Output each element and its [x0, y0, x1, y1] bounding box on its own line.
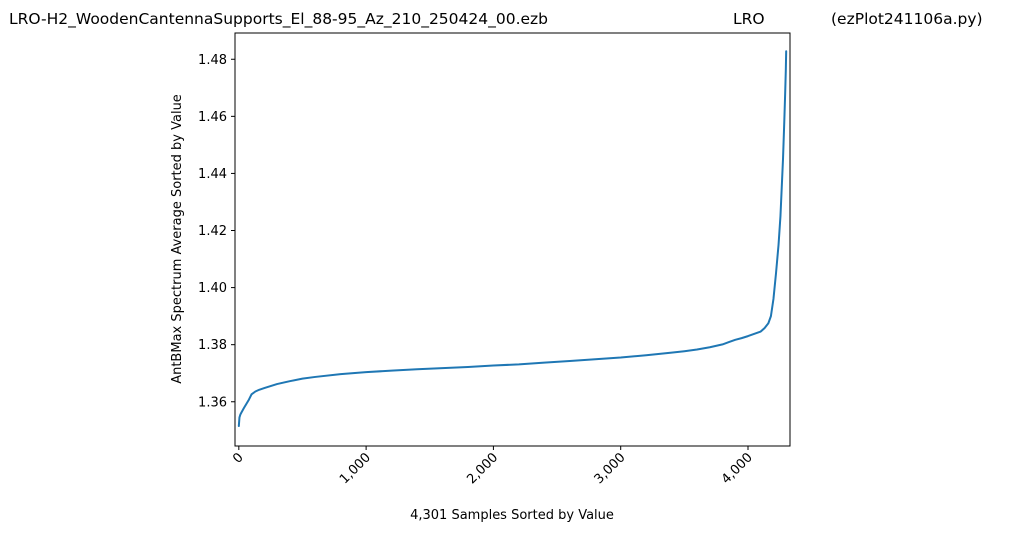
- chart-title-filename: LRO-H2_WoodenCantennaSupports_El_88-95_A…: [9, 10, 548, 29]
- chart-title-script: (ezPlot241106a.py): [831, 10, 983, 28]
- y-tick-label: 1.36: [198, 395, 227, 410]
- chart-title-observatory: LRO: [733, 10, 765, 28]
- y-tick-label: 1.48: [198, 53, 227, 68]
- series-line: [237, 50, 788, 428]
- y-tick-label: 1.46: [198, 110, 227, 125]
- y-axis-ticks: 1.36 1.38 1.40 1.42 1.44 1.46 1.48: [198, 53, 235, 410]
- y-tick-label: 1.44: [198, 167, 227, 182]
- plot-area-frame: [234, 32, 791, 447]
- y-axis-label: AntBMax Spectrum Average Sorted by Value: [170, 94, 185, 384]
- y-tick-label: 1.42: [198, 224, 227, 239]
- y-tick-label: 1.38: [198, 338, 227, 353]
- x-axis-label: 4,301 Samples Sorted by Value: [410, 508, 614, 523]
- y-tick-label: 1.40: [198, 281, 227, 296]
